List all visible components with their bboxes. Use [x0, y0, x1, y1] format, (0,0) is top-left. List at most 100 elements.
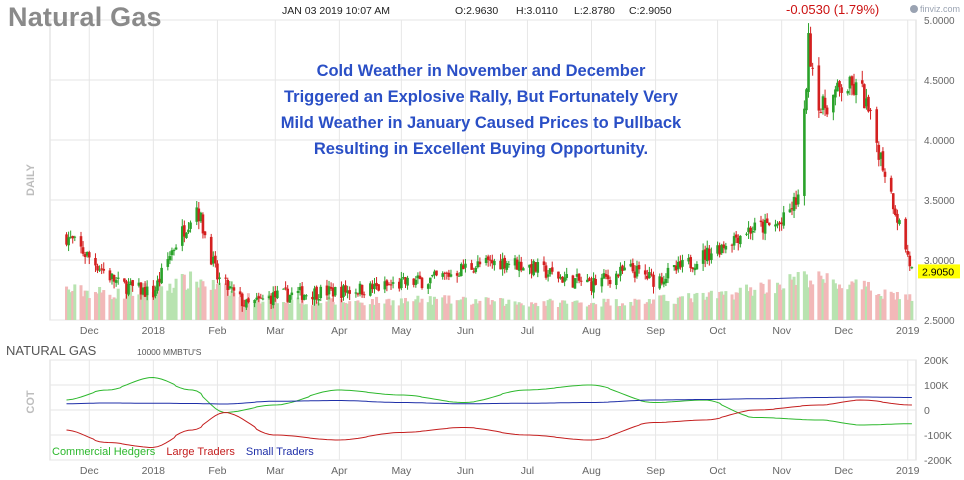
volume-bar [515, 304, 519, 320]
volume-bar [745, 284, 749, 320]
volume-bar [362, 305, 366, 320]
candle-body [400, 278, 403, 289]
volume-bar [751, 295, 755, 320]
candle-body [238, 291, 242, 295]
candle-body [894, 208, 897, 215]
candle-body [87, 252, 91, 258]
candle-body [253, 300, 256, 304]
volume-bar [96, 293, 100, 320]
candle-body [650, 273, 653, 275]
volume-bar [862, 280, 866, 320]
volume-bar [182, 274, 186, 320]
candle-body [910, 267, 914, 269]
volume-bar [532, 304, 536, 320]
candle-body [123, 278, 126, 282]
volume-bar [879, 296, 883, 320]
volume-bar [211, 279, 215, 320]
candle-body [687, 257, 690, 262]
candle-body [474, 267, 478, 272]
candle-body [850, 76, 854, 86]
volume-bar [838, 284, 842, 320]
candle-body [331, 287, 335, 297]
candle-body [116, 277, 120, 279]
candle-body [311, 296, 314, 300]
candle-body [79, 236, 83, 247]
candle-body [464, 263, 467, 268]
volume-bar [457, 300, 461, 320]
cot-x-tick-label: 2018 [142, 465, 166, 477]
candle-body [240, 294, 244, 307]
volume-bar [767, 279, 771, 320]
volume-bar [709, 290, 713, 320]
candle-body [94, 258, 97, 266]
candle-body [720, 244, 724, 254]
volume-bar [217, 282, 221, 320]
volume-bar [492, 301, 496, 320]
volume-bar [600, 306, 604, 320]
candle-body [302, 295, 306, 300]
volume-bar [298, 303, 302, 320]
volume-bar [889, 291, 893, 320]
candle-body [782, 212, 786, 226]
candle-body [515, 259, 519, 270]
finviz-link[interactable]: finviz.com [910, 4, 960, 14]
volume-bar [809, 280, 813, 320]
candle-body [296, 290, 300, 293]
volume-bar [505, 303, 509, 320]
volume-bar [261, 301, 265, 320]
volume-bar [87, 298, 91, 320]
candle-body [588, 278, 591, 282]
volume-bar [226, 288, 230, 320]
candle-body [637, 265, 641, 270]
volume-bar [463, 297, 467, 320]
volume-bar [550, 300, 554, 320]
candle-body [197, 208, 201, 222]
candle-body [371, 284, 374, 290]
volume-bar [897, 299, 901, 320]
volume-bar [734, 292, 738, 320]
candle-body [621, 265, 624, 271]
candle-body [433, 271, 436, 276]
cot-units: 10000 MMBTU'S [137, 347, 202, 357]
volume-bar [472, 303, 476, 320]
volume-bar [592, 302, 596, 320]
volume-bar [375, 296, 379, 320]
candle-body [796, 194, 800, 205]
volume-bar [255, 300, 259, 320]
candle-body [298, 286, 302, 291]
price-tick-label: 3.5000 [924, 196, 955, 207]
candle-body [271, 292, 275, 306]
candle-body [255, 297, 258, 300]
price-axis: 5.0000 4.5000 4.0000 3.5000 3.0000 2.5000 DAIL… [25, 16, 960, 327]
cot-title: NATURAL GAS [6, 343, 97, 358]
candle-body [356, 293, 360, 295]
volume-bar [209, 289, 213, 320]
volume-bar [778, 284, 782, 320]
candle-body [563, 277, 566, 282]
volume-bar [420, 298, 424, 320]
candle-body [730, 244, 734, 246]
candle-body [501, 258, 504, 270]
candle-body [69, 236, 72, 238]
price-tick-label: 5.0000 [924, 16, 955, 27]
candle-body [431, 275, 434, 277]
candle-body [447, 272, 451, 277]
candle-body [282, 288, 285, 290]
volume-bar [749, 287, 753, 320]
candle-body [881, 151, 885, 171]
candle-body [129, 281, 132, 286]
candle-body [143, 286, 147, 297]
candle-body [486, 256, 490, 260]
candle-body [472, 271, 475, 273]
candle-body [108, 270, 112, 281]
volume-bar [131, 295, 135, 320]
volume-bar [776, 282, 780, 320]
volume-bar [153, 285, 157, 320]
cot-x-tick-label: Jul [521, 465, 534, 477]
volume-bar [83, 290, 87, 320]
candle-body [807, 33, 810, 93]
finviz-brand: finviz.com [920, 4, 961, 14]
candle-body [528, 264, 531, 268]
candle-body [825, 107, 829, 115]
volume-bar [623, 305, 627, 320]
